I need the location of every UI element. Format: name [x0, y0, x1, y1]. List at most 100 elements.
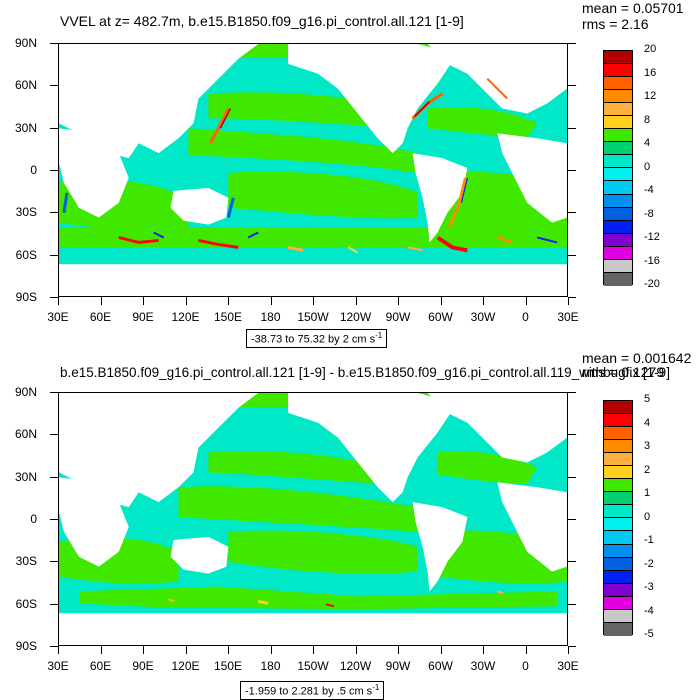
- x-tick-mark: [313, 646, 314, 654]
- colorbar-label: -1: [644, 534, 654, 546]
- x-tick-mark: [440, 646, 442, 654]
- colorbar-label: -4: [644, 604, 654, 617]
- colorbar-label: 16: [644, 66, 657, 79]
- colorbar-segment: [604, 401, 632, 415]
- panel-bottom: b.e15.B1850.f09_g16.pi_control.all.121 […: [0, 350, 700, 700]
- range-unit-exponent: -1: [375, 331, 383, 340]
- colorbar-segment: [604, 155, 632, 169]
- colorbar-label: 0: [644, 510, 651, 523]
- colorbar-segment: [604, 609, 632, 623]
- y-tick-mark: [568, 127, 576, 129]
- colorbar-segment: [604, 129, 632, 143]
- colorbar-label: -12: [644, 231, 660, 243]
- colorbar-segment: [604, 466, 632, 480]
- difference-spots: [168, 590, 504, 608]
- colorbar-segment: [604, 492, 632, 506]
- x-tick-mark: [355, 646, 357, 654]
- colorbar-label: -20: [644, 278, 660, 290]
- colorbar-segment: [604, 103, 632, 117]
- x-tick-mark: [100, 297, 102, 305]
- y-tick-label: 0: [30, 163, 37, 177]
- y-tick-mark: [50, 434, 58, 436]
- x-tick-label: 60E: [89, 659, 112, 673]
- y-tick-label: 90S: [15, 290, 37, 304]
- colorbar-segment: [604, 142, 632, 156]
- x-tick-label: 120E: [171, 310, 200, 324]
- y-tick-mark: [50, 519, 58, 520]
- y-tick-mark: [568, 170, 576, 171]
- y-tick-label: 0: [30, 512, 37, 526]
- x-tick-label: 150W: [297, 659, 329, 673]
- y-tick-label: 90S: [15, 639, 37, 653]
- y-tick-mark: [568, 476, 576, 478]
- map-field: [59, 44, 567, 296]
- colorbar-segment: [604, 64, 632, 78]
- colorbar-segment: [604, 259, 632, 273]
- panel-top: VVEL at z= 482.7m, b.e15.B1850.f09_g16.p…: [14, 0, 684, 348]
- x-tick-mark: [483, 646, 484, 654]
- colorbar: [603, 400, 633, 636]
- x-tick-label: 150E: [213, 310, 243, 324]
- x-tick-mark: [525, 297, 527, 305]
- x-tick-label: 150E: [213, 659, 243, 673]
- x-tick-label: 30W: [470, 310, 496, 324]
- stat-mean: mean = 0.05701: [582, 0, 684, 16]
- y-tick-mark: [50, 43, 58, 44]
- y-tick-mark: [568, 434, 576, 436]
- colorbar-segment: [604, 596, 632, 610]
- x-tick-label: 150W: [297, 310, 329, 324]
- colorbar-segment: [604, 622, 632, 636]
- colorbar-label: 4: [644, 137, 651, 149]
- y-tick-mark: [50, 561, 58, 563]
- x-tick-mark: [228, 646, 229, 654]
- y-tick-mark: [50, 170, 58, 171]
- colorbar-segment: [604, 207, 632, 221]
- x-tick-label: 0: [522, 659, 529, 673]
- x-tick-mark: [398, 646, 399, 654]
- colorbar-segment: [604, 427, 632, 441]
- plot-title: b.e15.B1850.f09_g16.pi_control.all.121 […: [60, 365, 670, 380]
- x-tick-mark: [58, 646, 59, 654]
- y-tick-label: 60N: [14, 78, 37, 93]
- colorbar-segment: [604, 272, 632, 286]
- y-tick-mark: [50, 392, 58, 393]
- x-tick-mark: [355, 297, 357, 305]
- colorbar-label: 2: [644, 463, 651, 476]
- colorbar-label: 0: [644, 160, 651, 173]
- colorbar-segment: [604, 440, 632, 454]
- colorbar-label: -8: [644, 207, 654, 220]
- x-tick-mark: [270, 646, 272, 654]
- y-tick-mark: [568, 85, 576, 87]
- x-tick-mark: [143, 646, 144, 654]
- x-tick-mark: [58, 297, 59, 305]
- y-tick-mark: [50, 297, 58, 298]
- x-tick-mark: [525, 646, 527, 654]
- range-unit-exponent: -1: [372, 683, 380, 692]
- colorbar-label: 8: [644, 113, 651, 126]
- y-tick-label: 90N: [14, 36, 37, 50]
- y-tick-mark: [50, 85, 58, 87]
- colorbar-segment: [604, 557, 632, 571]
- x-tick-label: 30E: [47, 310, 69, 324]
- colorbar-label: -2: [644, 557, 654, 570]
- map-field: [59, 393, 567, 645]
- y-tick-mark: [568, 603, 576, 605]
- y-tick-label: 30S: [15, 554, 37, 569]
- colorbar-segment: [604, 181, 632, 195]
- x-tick-mark: [483, 297, 484, 305]
- colorbar-label: 12: [644, 90, 657, 102]
- x-tick-mark: [270, 297, 272, 305]
- colorbar-segment: [604, 168, 632, 182]
- colorbar-segment: [604, 453, 632, 467]
- land-masses: [59, 44, 567, 296]
- colorbar-segment: [604, 518, 632, 532]
- colorbar-label: -3: [644, 581, 654, 593]
- x-tick-mark: [313, 297, 314, 305]
- colorbar-segment: [604, 246, 632, 260]
- x-tick-mark: [440, 297, 442, 305]
- y-tick-mark: [50, 603, 58, 605]
- x-tick-mark: [228, 297, 229, 305]
- map-plot: [58, 392, 568, 646]
- colorbar-segment: [604, 505, 632, 519]
- range-label: -1.959 to 2.281 by .5 cm s: [245, 685, 373, 698]
